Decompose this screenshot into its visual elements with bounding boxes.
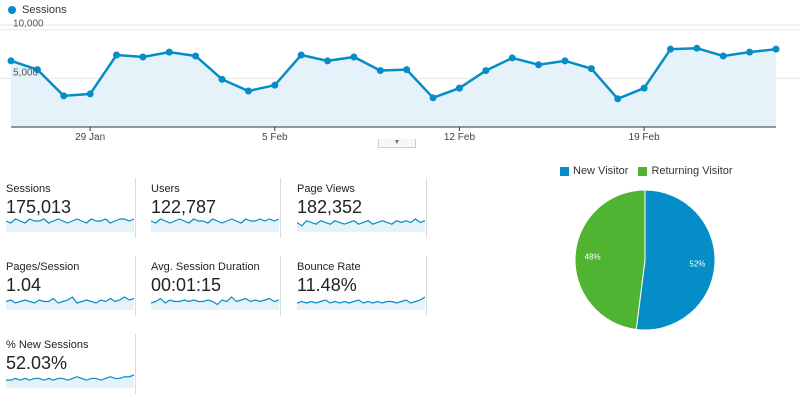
- data-point: [376, 67, 384, 75]
- sparkline-line: [297, 218, 425, 227]
- sparkline-area: [151, 219, 279, 232]
- data-point: [640, 84, 648, 92]
- data-point: [86, 90, 94, 98]
- data-point: [60, 92, 68, 100]
- chart-resize-handle[interactable]: ▼: [378, 139, 416, 148]
- metric-card[interactable]: % New Sessions 52.03%: [0, 334, 136, 394]
- pie-legend: New Visitor Returning Visitor: [560, 165, 743, 177]
- pie-slice: [574, 189, 646, 331]
- data-point: [165, 48, 173, 56]
- metric-card[interactable]: Bounce Rate 11.48%: [291, 256, 427, 316]
- sparkline-line: [151, 296, 279, 306]
- sessions-area: [11, 48, 776, 127]
- metric-card[interactable]: Sessions 175,013: [0, 178, 136, 238]
- data-point: [482, 67, 490, 75]
- sessions-legend-label: Sessions: [22, 4, 67, 16]
- data-point: [429, 94, 437, 102]
- metric-card[interactable]: Avg. Session Duration 00:01:15: [145, 256, 281, 316]
- metric-sparkline: [297, 296, 425, 310]
- metric-card[interactable]: Page Views 182,352: [291, 178, 427, 238]
- y-tick-label: 5,000: [13, 67, 38, 78]
- legend-item-returning-visitor[interactable]: Returning Visitor: [638, 165, 733, 177]
- legend-swatch-new: [560, 166, 569, 176]
- data-point: [113, 51, 121, 59]
- data-point: [508, 54, 516, 62]
- metric-label: Users: [151, 183, 180, 195]
- legend-item-new-visitor[interactable]: New Visitor: [560, 165, 628, 177]
- metric-card[interactable]: Users 122,787: [145, 178, 281, 238]
- sessions-line-chart: 10,000 5,000 29 Jan 5 Feb 12 Feb 19 Feb: [0, 19, 800, 140]
- sessions-legend[interactable]: Sessions: [8, 4, 67, 16]
- metric-value: 52.03%: [6, 353, 68, 373]
- sparkline-line: [6, 374, 134, 381]
- metric-label: Page Views: [297, 183, 355, 195]
- metric-sparkline: [6, 218, 134, 232]
- y-tick-label: 10,000: [13, 19, 44, 30]
- sparkline-area: [297, 297, 425, 310]
- data-point: [218, 75, 226, 83]
- data-point: [746, 48, 754, 56]
- data-point: [7, 57, 15, 65]
- data-point: [561, 57, 569, 65]
- metric-sparkline: [151, 296, 279, 310]
- metric-value: 1.04: [6, 275, 42, 295]
- sparkline-line: [297, 296, 425, 304]
- legend-swatch-returning: [638, 166, 648, 176]
- sparkline-line: [6, 218, 134, 224]
- x-tick-label: 5 Feb: [262, 132, 288, 140]
- data-point: [693, 44, 701, 52]
- data-point: [244, 87, 252, 95]
- metric-sparkline: [297, 218, 425, 232]
- sparkline-area: [6, 375, 134, 388]
- sparkline-line: [6, 296, 134, 304]
- pie-slice-label: 48%: [585, 253, 601, 262]
- data-point: [666, 45, 674, 53]
- metric-value: 182,352: [297, 197, 363, 217]
- data-point: [772, 45, 780, 53]
- data-point: [139, 53, 147, 61]
- data-point: [192, 52, 200, 60]
- metric-value: 00:01:15: [151, 275, 222, 295]
- data-point: [403, 66, 411, 74]
- metric-label: % New Sessions: [6, 339, 89, 351]
- data-point: [297, 51, 305, 59]
- data-point: [614, 95, 622, 103]
- data-point: [455, 84, 463, 92]
- metric-sparkline: [6, 296, 134, 310]
- metric-value: 175,013: [6, 197, 72, 217]
- sparkline-area: [6, 297, 134, 310]
- data-point: [587, 65, 595, 73]
- data-point: [271, 81, 279, 89]
- metric-label: Avg. Session Duration: [151, 261, 260, 273]
- sparkline-line: [151, 218, 279, 224]
- legend-label-returning-visitor: Returning Visitor: [651, 165, 733, 177]
- metric-card[interactable]: Pages/Session 1.04: [0, 256, 136, 316]
- metric-label: Bounce Rate: [297, 261, 361, 273]
- metric-label: Sessions: [6, 183, 51, 195]
- metric-sparkline: [151, 218, 279, 232]
- data-point: [33, 66, 41, 74]
- legend-label-new-visitor: New Visitor: [573, 165, 629, 177]
- data-point: [350, 53, 358, 61]
- data-point: [719, 52, 727, 60]
- metric-sparkline: [6, 374, 134, 388]
- data-point: [324, 57, 332, 65]
- visitor-pie-chart: 52% 48%: [574, 189, 716, 331]
- pie-slice-label: 52%: [689, 259, 705, 268]
- metric-label: Pages/Session: [6, 261, 80, 273]
- sparkline-area: [297, 219, 425, 232]
- sessions-line: [10, 46, 777, 101]
- x-tick-label: 19 Feb: [629, 132, 661, 140]
- metric-value: 11.48%: [297, 275, 357, 295]
- sparkline-area: [6, 219, 134, 232]
- data-point: [535, 61, 543, 69]
- x-tick-label: 12 Feb: [444, 132, 476, 140]
- metric-value: 122,787: [151, 197, 217, 217]
- sessions-legend-dot: [8, 6, 16, 14]
- x-tick-label: 29 Jan: [75, 132, 105, 140]
- pie-slice: [635, 189, 716, 331]
- chevron-down-icon: ▼: [393, 139, 401, 146]
